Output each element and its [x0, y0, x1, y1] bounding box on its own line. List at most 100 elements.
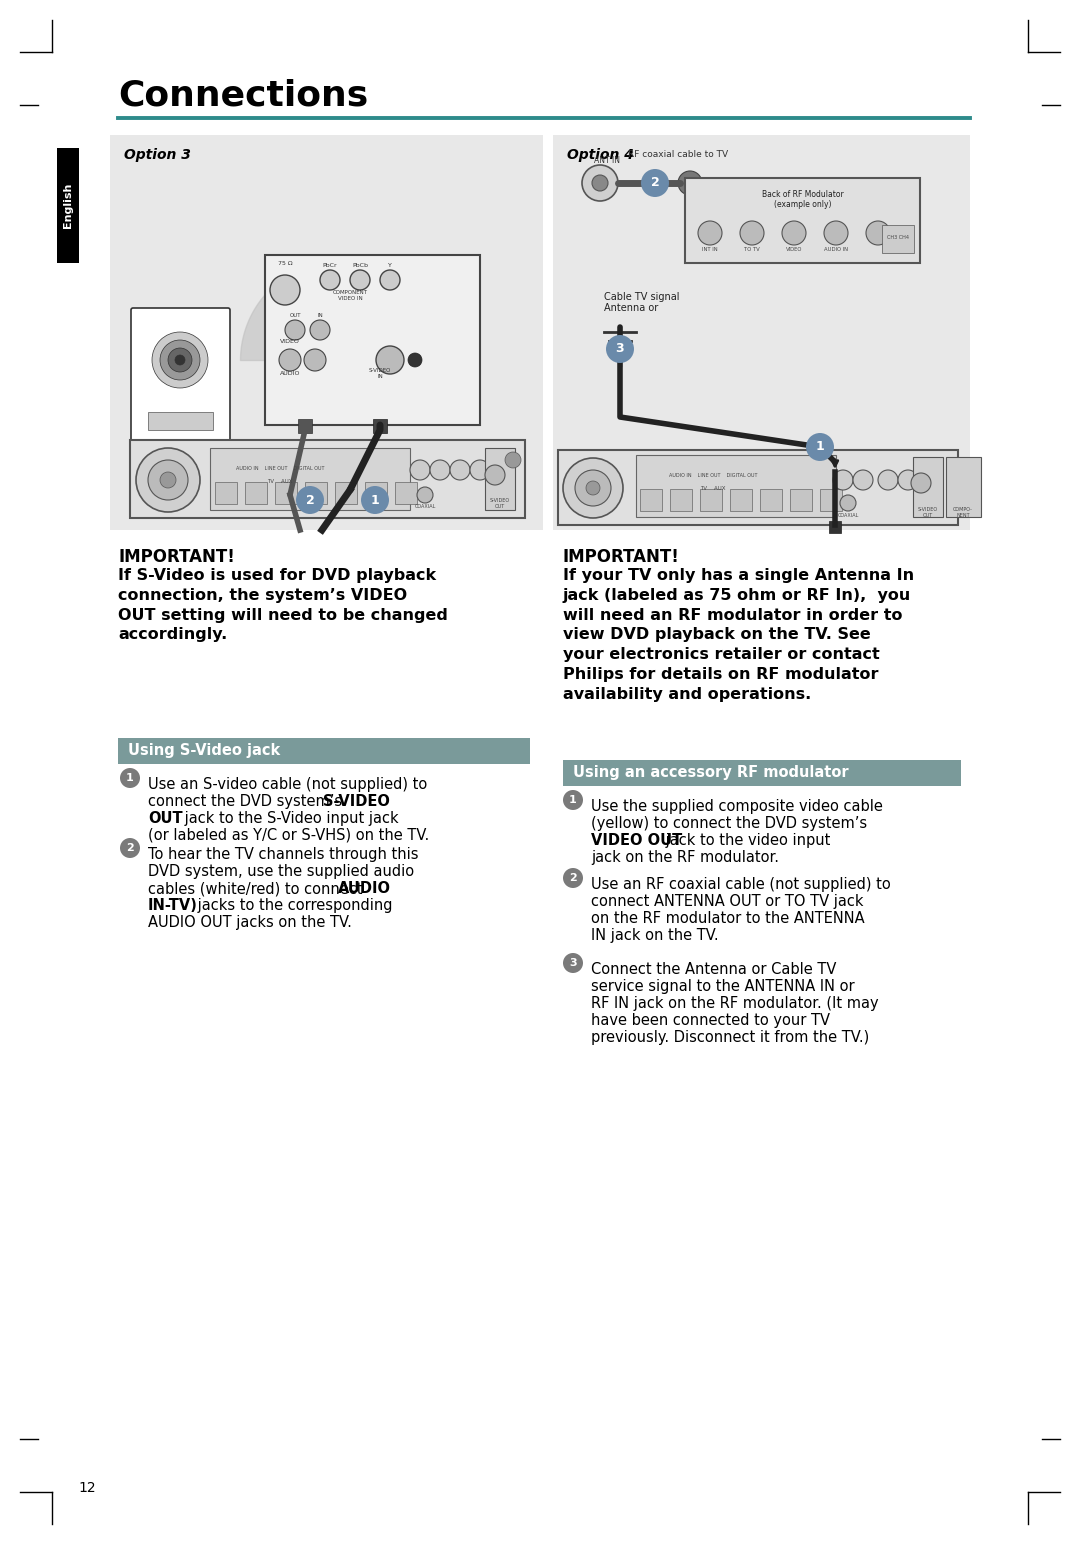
Circle shape — [505, 452, 521, 468]
Circle shape — [296, 486, 324, 514]
Circle shape — [853, 469, 873, 489]
Text: service signal to the ANTENNA IN or: service signal to the ANTENNA IN or — [591, 979, 854, 994]
Text: on the RF modulator to the ANTENNA: on the RF modulator to the ANTENNA — [591, 911, 865, 926]
Text: IMPORTANT!: IMPORTANT! — [563, 548, 680, 567]
Text: 3: 3 — [616, 343, 624, 355]
Bar — [700, 489, 723, 511]
Circle shape — [408, 354, 422, 367]
Bar — [305, 482, 327, 503]
Bar — [210, 448, 410, 510]
Bar — [882, 225, 914, 253]
Circle shape — [148, 460, 188, 500]
Circle shape — [376, 346, 404, 374]
Text: VIDEO OUT: VIDEO OUT — [591, 834, 683, 848]
Bar — [365, 482, 387, 503]
Circle shape — [698, 221, 723, 245]
Text: jacks to the corresponding: jacks to the corresponding — [193, 899, 392, 913]
Circle shape — [782, 221, 806, 245]
Circle shape — [897, 469, 918, 489]
Text: RF coaxial cable to TV: RF coaxial cable to TV — [627, 150, 728, 159]
Text: IN: IN — [318, 313, 323, 318]
Circle shape — [160, 340, 200, 380]
Circle shape — [485, 465, 505, 485]
Text: have been connected to your TV: have been connected to your TV — [591, 1013, 831, 1028]
Text: AUDIO: AUDIO — [338, 882, 391, 896]
Circle shape — [285, 320, 305, 340]
Circle shape — [563, 791, 583, 811]
Text: 3: 3 — [569, 957, 577, 968]
Circle shape — [152, 332, 208, 388]
Text: Using an accessory RF modulator: Using an accessory RF modulator — [573, 766, 849, 781]
Text: S-VIDEO
IN: S-VIDEO IN — [368, 367, 391, 378]
Circle shape — [350, 270, 370, 290]
Text: jack to the video input: jack to the video input — [661, 834, 831, 848]
Circle shape — [678, 171, 702, 195]
Bar — [395, 482, 417, 503]
Circle shape — [582, 165, 618, 201]
Circle shape — [120, 767, 140, 787]
Text: IMPORTANT!: IMPORTANT! — [118, 548, 234, 567]
Circle shape — [563, 953, 583, 973]
Bar — [829, 520, 841, 533]
Circle shape — [575, 469, 611, 506]
Bar — [57, 148, 79, 262]
Bar — [298, 418, 312, 432]
Text: connect ANTENNA OUT or TO TV jack: connect ANTENNA OUT or TO TV jack — [591, 894, 864, 909]
Circle shape — [912, 472, 931, 493]
Circle shape — [430, 460, 450, 480]
Bar — [558, 449, 958, 525]
Text: 1: 1 — [569, 795, 577, 804]
Bar — [670, 489, 692, 511]
Bar — [148, 412, 213, 429]
Text: AUDIO IN: AUDIO IN — [824, 247, 848, 252]
FancyBboxPatch shape — [131, 307, 230, 442]
Bar — [730, 489, 752, 511]
Text: DVD system, use the supplied audio: DVD system, use the supplied audio — [148, 865, 414, 879]
Circle shape — [417, 486, 433, 503]
Bar — [110, 134, 543, 530]
Text: jack on the RF modulator.: jack on the RF modulator. — [591, 851, 779, 865]
Bar — [485, 448, 515, 510]
Bar — [640, 489, 662, 511]
Bar — [265, 255, 480, 425]
Text: To hear the TV channels through this: To hear the TV channels through this — [148, 848, 419, 862]
Text: previously. Disconnect it from the TV.): previously. Disconnect it from the TV.) — [591, 1030, 869, 1045]
Bar — [563, 760, 961, 786]
Bar — [685, 178, 920, 262]
Bar — [335, 482, 357, 503]
Circle shape — [270, 275, 300, 306]
Text: Option 4: Option 4 — [567, 148, 634, 162]
Circle shape — [120, 838, 140, 858]
Circle shape — [592, 174, 608, 191]
Text: AUDIO IN    LINE OUT    DIGITAL OUT: AUDIO IN LINE OUT DIGITAL OUT — [235, 466, 324, 471]
Text: COAXIAL: COAXIAL — [837, 513, 859, 517]
Bar — [760, 489, 782, 511]
Text: VIDEO: VIDEO — [280, 340, 300, 344]
Text: connect the DVD system’s: connect the DVD system’s — [148, 794, 347, 809]
Text: OUT: OUT — [148, 811, 183, 826]
Bar — [820, 489, 842, 511]
Text: ANT IN: ANT IN — [594, 156, 620, 165]
Text: 1: 1 — [370, 494, 379, 506]
Text: Back of RF Modulator
(example only): Back of RF Modulator (example only) — [761, 190, 843, 210]
Text: TV    AUX: TV AUX — [267, 479, 293, 483]
Text: 1: 1 — [126, 774, 134, 783]
Text: AUDIO OUT jacks on the TV.: AUDIO OUT jacks on the TV. — [148, 916, 352, 929]
Text: PbCr: PbCr — [323, 262, 337, 269]
Text: S-VIDEO
OUT: S-VIDEO OUT — [490, 499, 510, 510]
Bar — [913, 457, 943, 517]
Text: Cable TV signal: Cable TV signal — [604, 292, 679, 303]
Bar — [789, 489, 812, 511]
Circle shape — [866, 221, 890, 245]
Text: 75 Ω: 75 Ω — [278, 261, 293, 266]
Circle shape — [279, 349, 301, 371]
Text: VIDEO: VIDEO — [786, 247, 802, 252]
Bar — [553, 134, 970, 530]
Text: 12: 12 — [78, 1481, 96, 1495]
Text: PbCb: PbCb — [352, 262, 368, 269]
Text: CH3 CH4: CH3 CH4 — [887, 235, 909, 239]
Circle shape — [470, 460, 490, 480]
Text: 2: 2 — [650, 176, 660, 190]
Text: Use an S-video cable (not supplied) to: Use an S-video cable (not supplied) to — [148, 777, 428, 792]
Text: Antenna or: Antenna or — [604, 303, 658, 313]
